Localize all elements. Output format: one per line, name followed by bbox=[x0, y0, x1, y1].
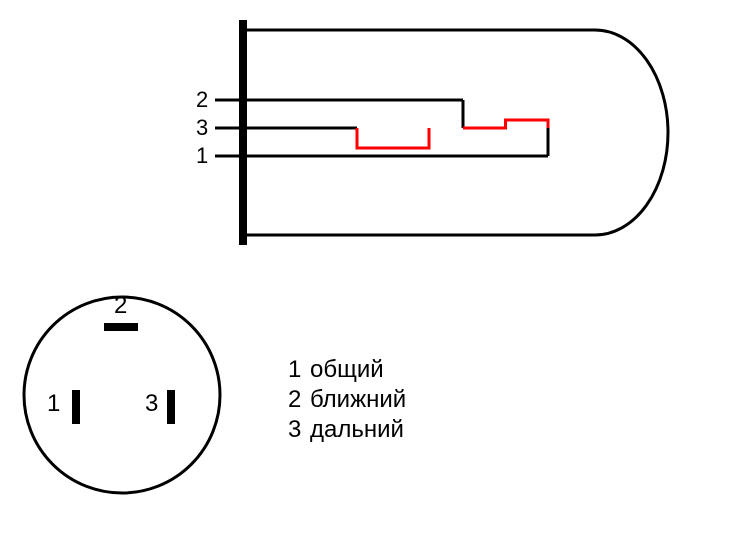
bulb-outline bbox=[243, 30, 668, 235]
legend-2-text: ближний bbox=[310, 386, 406, 414]
wiring-diagram bbox=[0, 0, 731, 537]
legend-1-text: общий bbox=[310, 356, 384, 384]
connector-label-2: 2 bbox=[114, 292, 127, 320]
pin-label-3: 3 bbox=[196, 115, 208, 141]
legend-3-num: 3 bbox=[288, 416, 301, 444]
legend-3-text: дальний bbox=[310, 416, 404, 444]
legend-2-num: 2 bbox=[288, 386, 301, 414]
connector-contact-2 bbox=[104, 323, 138, 331]
pin-label-1: 1 bbox=[196, 143, 208, 169]
connector-contact-3 bbox=[167, 390, 175, 424]
connector-contact-1 bbox=[72, 390, 80, 424]
filament-left bbox=[357, 128, 429, 148]
legend-1-num: 1 bbox=[288, 356, 301, 384]
pin-label-2: 2 bbox=[196, 87, 208, 113]
filament-right bbox=[463, 120, 548, 128]
connector-label-1: 1 bbox=[47, 390, 60, 418]
connector-label-3: 3 bbox=[145, 390, 158, 418]
